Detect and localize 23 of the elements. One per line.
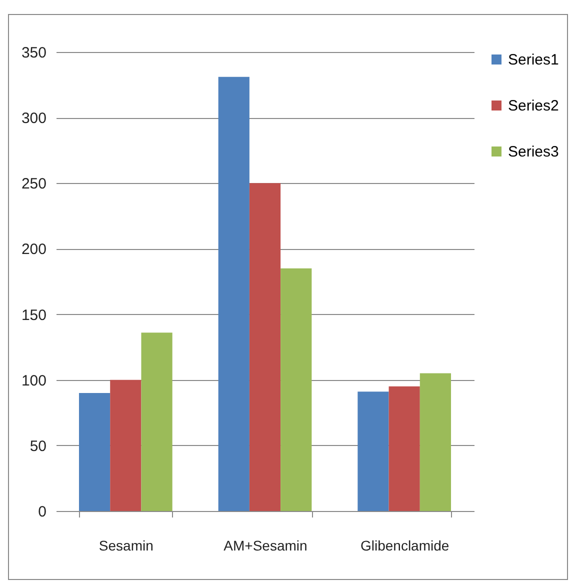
bar <box>218 76 250 511</box>
legend-label: Series3 <box>508 144 559 160</box>
y-tick-label: 50 <box>30 438 46 455</box>
y-tick-label: 300 <box>21 110 46 128</box>
legend-label: Series2 <box>508 98 559 114</box>
bar <box>280 268 312 511</box>
y-tick-label: 0 <box>38 504 46 520</box>
y-tick-label: 200 <box>21 241 46 258</box>
y-tick-label: 250 <box>21 176 46 193</box>
x-tick-label: AM+Sesamin <box>224 538 308 554</box>
bar <box>420 373 452 511</box>
bar <box>141 332 172 511</box>
x-tick-label: Glibenclamide <box>360 538 450 554</box>
bar <box>388 386 420 511</box>
bar <box>110 380 142 511</box>
y-tick-label: 100 <box>21 372 46 390</box>
bar <box>78 392 110 511</box>
y-tick-label: 150 <box>21 306 46 324</box>
y-tick-label: 350 <box>21 44 46 62</box>
x-tick-label: Sesamin <box>98 538 154 554</box>
bar <box>358 392 389 511</box>
bar <box>249 183 281 511</box>
legend-label: Series1 <box>508 52 559 68</box>
